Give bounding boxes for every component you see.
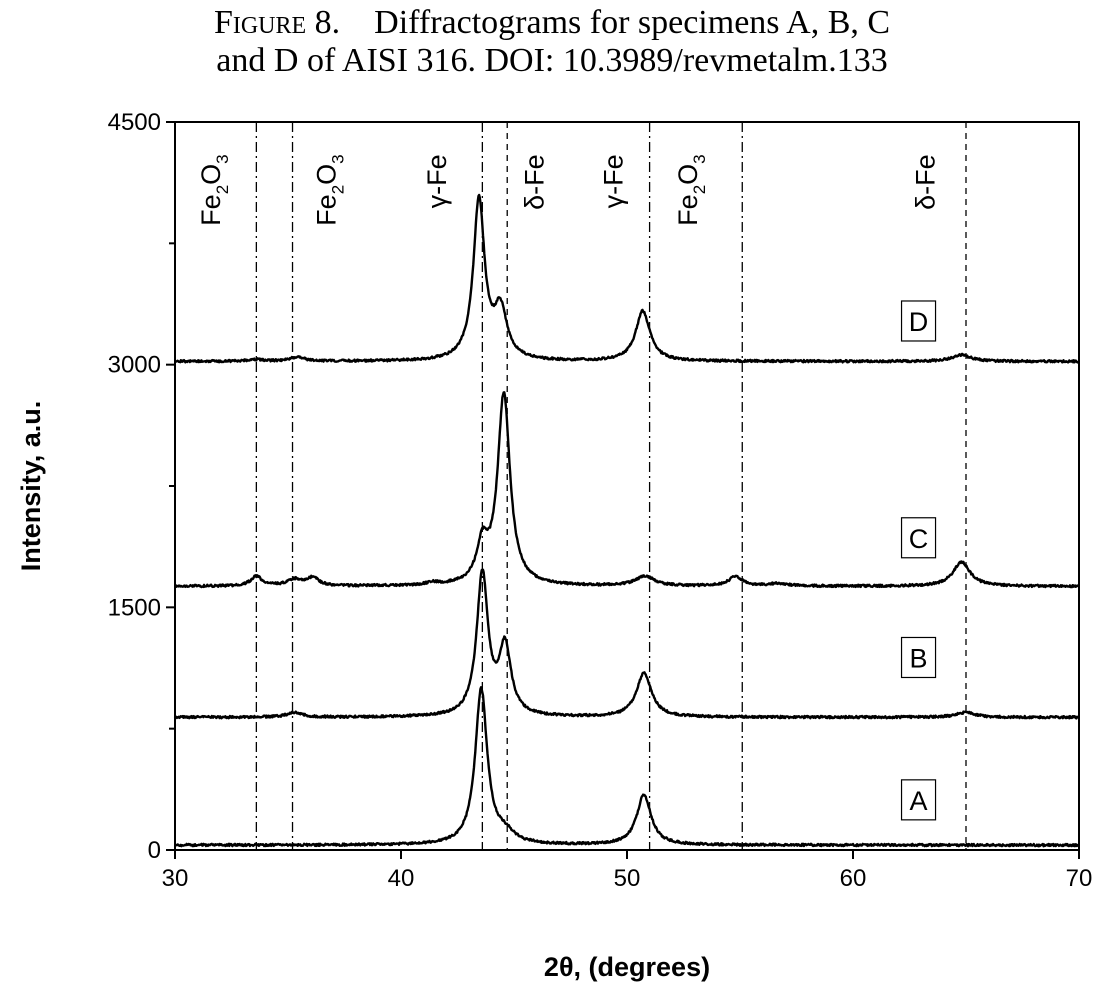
x-tick-label-30: 30	[162, 865, 189, 892]
x-tick-label-40: 40	[388, 865, 415, 892]
x-tick-label-70: 70	[1066, 865, 1093, 892]
y-tick-label-4500: 4500	[108, 109, 161, 136]
y-tick-label-1500: 1500	[108, 594, 161, 621]
phase-label-1-sub2: 3	[213, 154, 232, 163]
caption-line-1: Figure 8. Diffractograms for specimens A…	[0, 4, 1104, 42]
specimen-label-D: D	[909, 307, 929, 337]
x-tick-label-50: 50	[614, 865, 641, 892]
series-line-A	[174, 686, 1080, 848]
reference-lines	[255, 122, 967, 850]
x-axis-title: 2θ, (degrees)	[544, 952, 710, 982]
series-line-B	[173, 568, 1080, 720]
phase-label-2-sub1: 2	[328, 185, 347, 194]
specimen-label-A: A	[910, 786, 928, 816]
phase-label-1-base: Fe	[196, 194, 226, 226]
phase-label-1-mid: O	[196, 164, 226, 185]
phase-label-6-sub2: 3	[690, 154, 709, 163]
specimen-label-B: B	[910, 643, 928, 673]
phase-label-2: Fe2O3	[311, 154, 347, 225]
phase-label-5: γ-Fe	[598, 154, 628, 208]
specimen-labels: A B C D	[900, 300, 937, 821]
y-tick-label-3000: 3000	[108, 352, 161, 379]
phase-label-6-mid: O	[673, 164, 703, 185]
figure-caption: Figure 8. Diffractograms for specimens A…	[0, 4, 1104, 80]
y-axis-title: Intensity, a.u.	[16, 401, 46, 572]
series-curves	[173, 193, 1080, 848]
caption-text-1: Diffractograms for specimens A, B, C	[374, 4, 891, 41]
phase-label-1-sub1: 2	[213, 185, 232, 194]
axis-ticks: 30 40 50 60 70 0 1500 3000 4500	[108, 109, 1093, 892]
plot-frame	[174, 121, 1080, 851]
phase-label-3: γ-Fe	[422, 154, 452, 208]
specimen-box-A	[900, 779, 937, 821]
phase-label-6-base: Fe	[673, 194, 703, 226]
specimen-label-C: C	[909, 524, 929, 554]
specimen-box-D	[900, 300, 937, 342]
phase-label-4: δ-Fe	[519, 154, 549, 210]
series-line-C	[174, 391, 1080, 589]
phase-label-2-base: Fe	[311, 194, 341, 226]
phase-label-7: δ-Fe	[910, 154, 940, 210]
figure-label: Figure 8.	[213, 4, 341, 41]
specimen-box-C	[900, 517, 937, 559]
phase-label-2-sub2: 3	[328, 154, 347, 163]
series-line-D	[174, 193, 1080, 364]
phase-label-1: Fe2O3	[196, 154, 232, 225]
y-tick-label-0: 0	[148, 837, 161, 864]
x-tick-label-60: 60	[840, 865, 867, 892]
specimen-box-B	[900, 636, 937, 679]
phase-label-2-mid: O	[311, 164, 341, 185]
phase-label-6: Fe2O3	[673, 154, 709, 225]
caption-line-2: and D of AISI 316. DOI: 10.3989/revmetal…	[216, 42, 888, 79]
phase-label-6-sub1: 2	[690, 185, 709, 194]
